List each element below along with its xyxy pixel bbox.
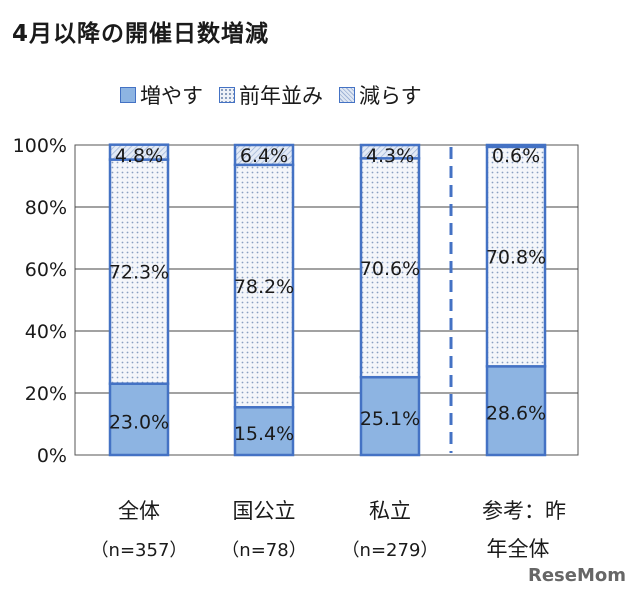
y-tick-label: 80% [25,197,67,219]
data-label: 6.4% [240,145,288,167]
bar-segment [233,163,295,409]
category-label: 全体 [118,499,160,523]
category-sublabel: （n=78） [221,540,306,561]
y-tick-label: 0% [37,445,67,467]
bar-segment [108,143,170,161]
y-tick-label: 100% [13,135,67,157]
bar-segment [359,143,421,160]
legend-item-decrease: 減らす [339,80,422,110]
data-label: 70.8% [486,247,546,269]
y-tick-label: 40% [25,321,67,343]
bar-segment [233,143,295,167]
legend-label-decrease: 減らす [359,84,422,108]
legend-swatch-same [219,87,235,103]
legend-label-same: 前年並み [239,84,323,108]
chart-title: 4月以降の開催日数増減 [12,21,270,47]
legend-swatch-increase [120,87,136,103]
data-label: 0.6% [492,145,540,167]
category-label: 国公立 [233,499,296,523]
legend-item-same: 前年並み [219,80,323,110]
bar-segment [359,375,421,457]
watermark-logo: ReseMom [527,565,626,586]
data-label: 78.2% [234,276,294,298]
legend: 増やす 前年並み 減らす [120,80,422,110]
data-label: 4.3% [366,145,414,167]
data-label: 70.6% [360,258,420,280]
bar-segment [485,365,547,457]
legend-item-increase: 増やす [120,80,203,110]
plot-frame [74,144,579,456]
bar-segment [485,143,547,149]
bar-segment [233,406,295,457]
bar-segment [359,157,421,379]
data-label: 72.3% [109,262,169,284]
data-label: 28.6% [486,403,546,425]
legend-swatch-decrease [339,87,355,103]
data-label: 4.8% [115,145,163,167]
category-sublabel: 年全体 [487,537,550,561]
category-label: 参考：昨 [482,499,566,523]
category-label: 私立 [369,499,411,523]
y-tick-label: 60% [25,259,67,281]
y-tick-label: 20% [25,383,67,405]
category-sublabel: （n=357） [91,540,188,561]
bar-segment [108,158,170,385]
data-label: 15.4% [234,423,294,445]
legend-label-increase: 増やす [140,84,203,108]
bar-segment [108,382,170,457]
data-label: 23.0% [109,411,169,433]
data-label: 25.1% [360,408,420,430]
category-sublabel: （n=279） [342,540,439,561]
